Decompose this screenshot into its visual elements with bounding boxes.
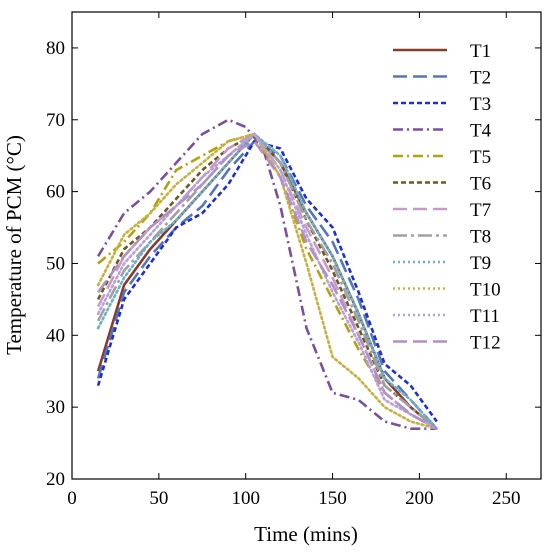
- y-tick-label: 40: [46, 325, 65, 346]
- series-layer: [96, 118, 439, 431]
- y-tick-label: 80: [46, 38, 65, 59]
- y-tick-label: 20: [46, 469, 65, 490]
- legend-label-t2: T2: [470, 68, 491, 89]
- series-line-t8: [96, 132, 438, 430]
- series-line-t4: [96, 118, 437, 431]
- x-tick-label: 250: [492, 488, 521, 509]
- x-tick-label: 50: [149, 488, 168, 509]
- series-line-t7: [96, 132, 438, 430]
- y-axis-label: Temperature of PCM (°C): [2, 135, 26, 355]
- legend-label-t4: T4: [470, 121, 492, 142]
- x-tick-label: 0: [67, 488, 77, 509]
- legend-label-t11: T11: [470, 306, 500, 327]
- x-axis-label: Time (mins): [254, 522, 358, 546]
- legend-label-t3: T3: [470, 94, 491, 115]
- legend-label-t8: T8: [470, 227, 491, 248]
- legend-label-t1: T1: [470, 41, 491, 62]
- y-tick-label: 70: [46, 110, 65, 131]
- legend: T1 T2 T3 T4 T5 T6 T7 T8 T9 T10 T11 T12: [393, 41, 501, 354]
- legend-label-t10: T10: [470, 280, 501, 301]
- series-line-t11: [96, 132, 439, 431]
- y-tick-label: 50: [46, 253, 65, 274]
- series-line-t6: [96, 132, 438, 430]
- legend-label-t12: T12: [470, 333, 501, 354]
- series-line-t12: [97, 140, 438, 430]
- y-tick-label: 30: [46, 397, 65, 418]
- legend-label-t9: T9: [470, 253, 491, 274]
- x-tick-label: 200: [405, 488, 434, 509]
- tick-layer: 0 50 100 150 200 250 20 30 40 50 60 70 80: [46, 12, 541, 509]
- y-tick-label: 60: [46, 182, 65, 203]
- series-line-t5: [97, 132, 438, 430]
- series-line-t9: [96, 132, 439, 431]
- x-tick-label: 100: [231, 488, 260, 509]
- legend-label-t5: T5: [470, 147, 491, 168]
- legend-label-t6: T6: [470, 174, 491, 195]
- series-line-t10: [96, 132, 439, 431]
- plot-frame: [71, 11, 542, 480]
- series-line-t1: [96, 132, 438, 430]
- legend-label-t7: T7: [470, 200, 491, 221]
- x-tick-label: 150: [318, 488, 347, 509]
- series-line-t3: [96, 140, 438, 423]
